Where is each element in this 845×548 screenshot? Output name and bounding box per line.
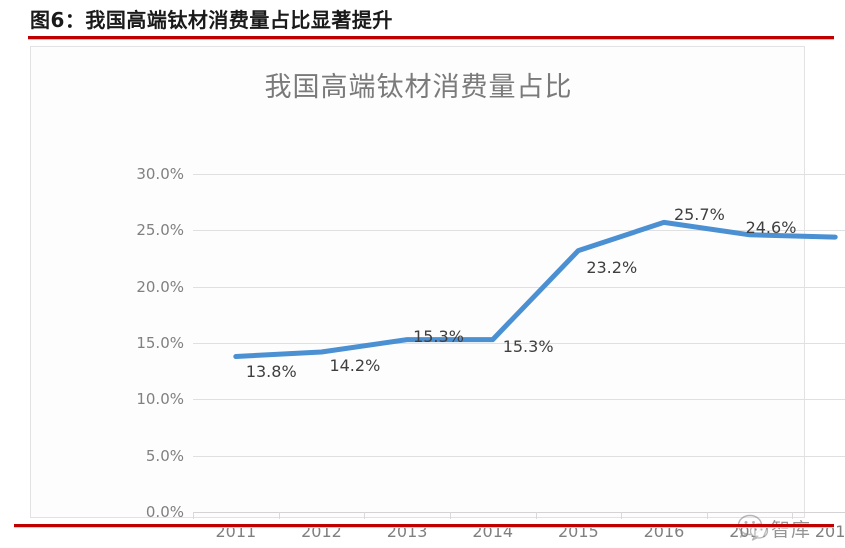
gridline [193, 230, 845, 232]
y-axis-tick-label: 0.0% [145, 503, 184, 521]
y-axis-tick-label: 10.0% [136, 390, 184, 409]
gridline [193, 343, 845, 344]
data-point-label: 24.6% [745, 217, 797, 237]
wechat-logo-icon [737, 514, 769, 541]
y-axis-tick-label: 25.0% [136, 221, 184, 240]
data-point-label: 15.3% [413, 326, 464, 346]
y-axis-tick-label: 15.0% [136, 334, 184, 352]
gridline [193, 286, 845, 288]
data-point-label: 23.2% [586, 257, 638, 277]
line-series [233, 219, 838, 359]
x-axis-line [193, 512, 845, 513]
figure-header: 图6：我国高端钛材消费量占比显著提升 [0, 0, 845, 40]
gridline [193, 399, 845, 401]
header-divider-shadow [28, 39, 834, 40]
plot-area: 0.0% 5.0% 10.0% 15.0% 20.0% 25.0% 30.0% 2011 20… [116, 122, 845, 541]
series-polyline [233, 219, 838, 359]
x-axis-tick-mark [449, 512, 451, 519]
watermark: 智库 [737, 513, 845, 547]
header-divider [28, 36, 834, 39]
x-axis-tick-mark [706, 512, 708, 519]
figure-title: 图6：我国高端钛材消费量占比显著提升 [30, 8, 393, 32]
x-axis-tick-mark [193, 512, 194, 519]
x-axis-tick-mark [792, 512, 794, 519]
chart-title: 我国高端钛材消费量占比 [264, 72, 573, 103]
x-axis-tick-mark [278, 512, 280, 519]
gridline [193, 174, 845, 175]
data-point-label: 15.3% [502, 336, 554, 356]
y-axis-tick-label: 30.0% [136, 165, 184, 183]
x-axis-tick-mark [364, 512, 366, 519]
y-axis: 0.0% 5.0% 10.0% 15.0% 20.0% 25.0% 30.0% [116, 122, 184, 521]
footer-divider-shadow [14, 527, 834, 528]
x-axis-tick-mark [535, 512, 537, 519]
gridline [193, 455, 845, 457]
data-point-label: 25.7% [673, 205, 725, 225]
x-axis-tick-mark [621, 512, 623, 519]
y-axis-tick-label: 20.0% [136, 277, 184, 296]
data-point-label: 13.8% [245, 361, 297, 381]
chart-container: 我国高端钛材消费量占比 0.0% 5.0% 10.0% 15.0% 20.0% 25.0%… [30, 46, 845, 541]
data-point-label: 14.2% [329, 356, 381, 375]
footer-divider [14, 524, 834, 527]
y-axis-tick-label: 5.0% [145, 446, 184, 465]
